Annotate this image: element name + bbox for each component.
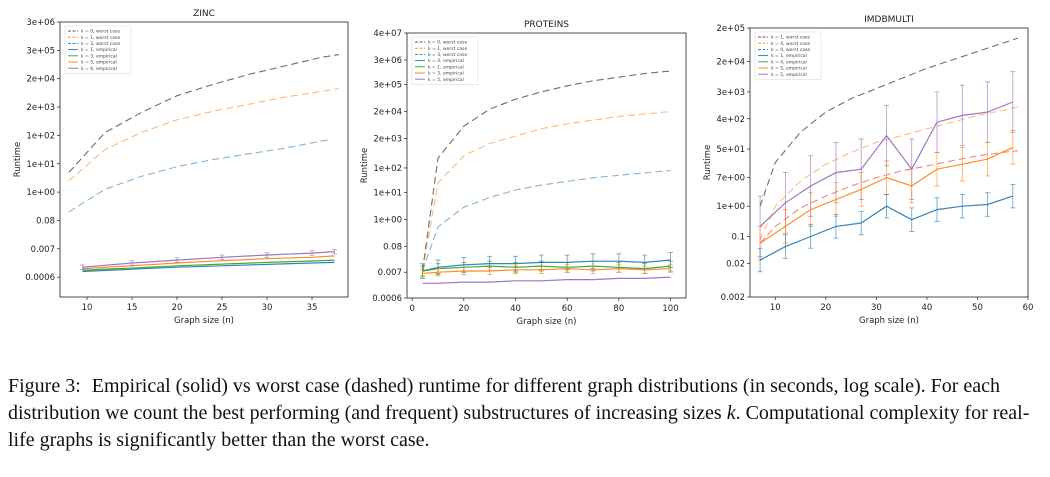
y-tick-label: 2e+03 (26, 103, 55, 113)
series-line-0-1 (68, 88, 340, 182)
y-tick-label: 1e+02 (26, 131, 55, 141)
y-tick-label: 2e+05 (716, 24, 745, 34)
legend-label: k = 3, empirical (81, 53, 117, 59)
series-line-0-3 (82, 261, 335, 273)
figure-caption: Figure 3: Empirical (solid) vs worst cas… (8, 373, 1044, 454)
y-tick-label: 3e+06 (373, 56, 402, 66)
y-tick-label: 4e+02 (716, 115, 745, 125)
y-tick-label: 0.0006 (372, 294, 402, 304)
chart-title: ZINC (193, 9, 215, 19)
x-tick-label: 25 (217, 303, 228, 313)
series-line-1-1 (421, 110, 671, 272)
x-tick-label: 10 (770, 303, 781, 313)
x-tick-label: 100 (662, 304, 678, 314)
chart-proteins: PROTEINS 0 20 40 60 80 100 4e+07 3e+06 3e+05 2e+04… (360, 20, 687, 327)
x-tick-label: 30 (262, 303, 273, 313)
y-tick-label: 3e+03 (716, 88, 745, 98)
legend-label: k = 3, empirical (428, 71, 464, 77)
series-line-1-2 (421, 169, 671, 272)
x-tick-label: 60 (562, 304, 573, 314)
y-axis-label: Runtime (360, 148, 370, 184)
y-tick-label: 1e+01 (373, 188, 402, 198)
series-line-0-2 (68, 139, 331, 213)
legend-label: k = 4, worst case (771, 41, 810, 47)
x-tick-label: 80 (613, 304, 624, 314)
chart-imdbmulti: IMDBMULTI 10 20 30 40 50 60 2e+05 2e+04 3e+03 4e+0… (703, 15, 1033, 326)
x-axis-label: Graph size (n) (517, 317, 577, 327)
x-tick-label: 15 (127, 303, 138, 313)
x-tick-label: 60 (1023, 303, 1034, 313)
series-line-0-4 (82, 259, 335, 271)
y-tick-label: 1e+00 (373, 215, 402, 225)
x-tick-label: 50 (972, 303, 983, 313)
series-line-0-5 (82, 255, 335, 270)
y-tick-label: 2e+04 (26, 75, 55, 85)
x-tick-label: 10 (82, 303, 93, 313)
y-tick-label: 5e+01 (716, 145, 745, 155)
y-tick-label: 1e+02 (373, 164, 402, 174)
caption-label: Figure 3: (8, 375, 81, 397)
legend-label: k = 1, worst case (428, 46, 467, 52)
legend-label: k = 5, empirical (81, 60, 117, 66)
x-tick-label: 20 (820, 303, 831, 313)
x-tick-label: 0 (409, 304, 414, 314)
legend-label: k = 1, empirical (428, 64, 464, 70)
legend-label: k = 3, worst case (81, 41, 120, 47)
y-tick-label: 4e+07 (373, 29, 402, 39)
legend-label: k = 3, worst case (428, 52, 467, 58)
y-tick-label: 1e+00 (26, 188, 55, 198)
x-axis-label: Graph size (n) (859, 316, 919, 326)
x-axis-label: Graph size (n) (174, 316, 234, 326)
y-tick-label: 0.1 (731, 232, 745, 242)
y-tick-label: 1e+01 (26, 160, 55, 170)
chart-title: PROTEINS (524, 20, 569, 30)
x-tick-label: 20 (172, 303, 183, 313)
legend-label: k = 4, empirical (771, 59, 807, 65)
x-tick-label: 40 (921, 303, 932, 313)
y-tick-label: 3e+06 (26, 18, 55, 28)
series-line-0-0 (68, 54, 340, 173)
y-tick-label: 0.02 (726, 259, 745, 269)
y-tick-label: 2e+04 (716, 58, 745, 68)
x-tick-label: 40 (510, 304, 521, 314)
series-line-2-0 (759, 37, 1019, 207)
x-tick-label: 20 (458, 304, 469, 314)
y-tick-label: 2e+04 (373, 108, 402, 118)
x-tick-label: 35 (307, 303, 318, 313)
legend-label: k = 1, empirical (771, 53, 807, 59)
caption-k: k (726, 402, 736, 424)
y-tick-label: 7e+00 (716, 174, 745, 184)
caption-text-end: . Computational complexity for real-life… (8, 402, 1030, 451)
y-axis-label: Runtime (13, 142, 23, 178)
y-tick-label: 0.08 (383, 242, 402, 252)
series-line-2-2 (759, 150, 1018, 244)
y-tick-label: 0.0006 (25, 273, 55, 283)
chart-title: IMDBMULTI (864, 15, 914, 25)
legend-label: k = 5, empirical (428, 77, 464, 83)
legend-label: k = 4, worst case (771, 47, 810, 53)
legend-label: k = 5, empirical (771, 72, 807, 78)
y-tick-label: 0.007 (378, 268, 402, 278)
y-tick-label: 0.002 (721, 293, 745, 303)
legend-label: k = 0, worst case (81, 29, 120, 35)
legend-label: k = 4, empirical (428, 58, 464, 64)
y-axis-label: Runtime (703, 145, 713, 181)
legend-label: k = 0, worst case (428, 40, 467, 46)
y-tick-label: 2e+03 (373, 135, 402, 145)
caption-text: Empirical (solid) vs worst case (dashed)… (8, 375, 1001, 424)
series-line-1-6 (422, 276, 671, 284)
legend-label: k = 6, empirical (81, 66, 117, 72)
y-tick-label: 3e+05 (26, 46, 55, 56)
legend-label: k = 1, empirical (81, 47, 117, 53)
legend-label: k = 1, worst case (771, 35, 810, 41)
x-tick-label: 30 (871, 303, 882, 313)
figure-charts: ZINC 10 15 20 25 30 35 3e+06 3e+05 2e+04 2e+03 1e+0… (13, 9, 1033, 327)
y-tick-label: 1e+00 (716, 202, 745, 212)
chart-zinc: ZINC 10 15 20 25 30 35 3e+06 3e+05 2e+04 2e+03 1e+0… (13, 9, 349, 326)
y-tick-label: 0.007 (31, 245, 55, 255)
y-tick-label: 3e+05 (373, 81, 402, 91)
legend-label: k = 1, worst case (81, 35, 120, 41)
y-tick-label: 0.08 (36, 216, 55, 226)
legend-label: k = 5, empirical (771, 66, 807, 72)
